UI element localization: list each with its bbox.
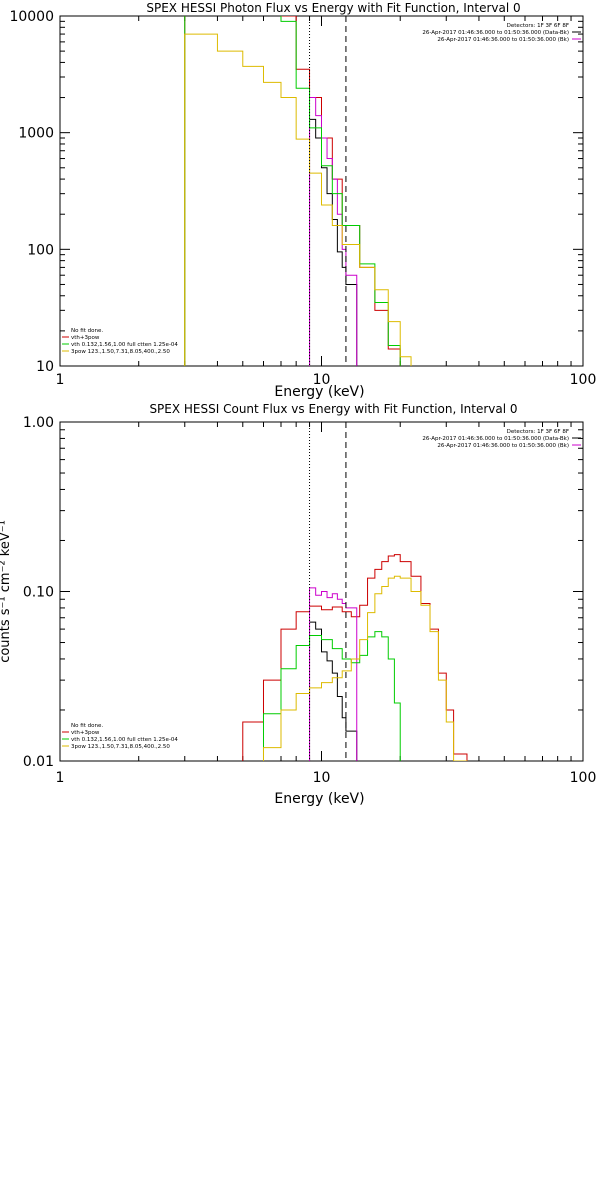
x-tick-label: 10: [313, 372, 331, 388]
x-axis-label: Energy (keV): [274, 384, 364, 400]
legend-entry: No fit done.: [71, 328, 103, 334]
legend-entry: 3pow 123.,1.50,7.31,8.05,400.,2.50: [71, 744, 170, 750]
x-tick-label: 100: [570, 372, 597, 388]
chart-panel-1: SPEX HESSI Photon Flux vs Energy with Fi…: [9, 1, 597, 400]
legend-entry: 3pow 123.,1.50,7.31,8.05,400.,2.50: [71, 349, 170, 355]
info-text: 26-Apr-2017 01:46:36.000 to 01:50:36.000…: [422, 436, 569, 442]
x-tick-label: 1: [56, 372, 65, 388]
info-text: 26-Apr-2017 01:46:36.000 to 01:50:36.000…: [422, 30, 569, 36]
y-tick-label: 0.10: [23, 585, 54, 601]
info-text: 26-Apr-2017 01:46:36.000 to 01:50:36.000…: [437, 443, 569, 449]
series-line-3: [309, 587, 358, 761]
chart-title: SPEX HESSI Photon Flux vs Energy with Fi…: [146, 1, 520, 15]
y-tick-label: 0.01: [23, 754, 54, 770]
series-line-1: [184, 16, 401, 366]
x-tick-label: 1: [56, 770, 65, 786]
y-tick-label: 1.00: [23, 415, 54, 431]
chart-panel-2: SPEX HESSI Count Flux vs Energy with Fit…: [0, 402, 597, 807]
legend-entry: No fit done.: [71, 723, 103, 729]
y-tick-label: 10000: [9, 9, 54, 25]
x-tick-label: 10: [313, 770, 331, 786]
x-tick-label: 100: [570, 770, 597, 786]
y-tick-label: 10: [36, 359, 54, 375]
info-text: Detectors: 1F 3F 6F 8F: [507, 23, 569, 29]
data-series-group: [184, 16, 412, 366]
legend-entry: vth+3pow: [71, 335, 100, 341]
legend-entry: vth 0.132,1.56,1.00 full ctten 1.25e-04: [71, 737, 178, 743]
legend-entry: vth+3pow: [71, 730, 100, 736]
y-axis-label: counts s⁻¹ cm⁻² keV⁻¹: [0, 520, 13, 663]
series-line-4: [184, 16, 401, 366]
series-line-5: [184, 33, 412, 366]
info-text: 26-Apr-2017 01:46:36.000 to 01:50:36.000…: [437, 37, 569, 43]
y-tick-label: 100: [27, 242, 54, 258]
info-text: Detectors: 1F 3F 6F 8F: [507, 429, 569, 435]
series-line-2: [309, 621, 358, 761]
x-axis-label: Energy (keV): [274, 791, 364, 807]
chart-title: SPEX HESSI Count Flux vs Energy with Fit…: [149, 402, 517, 416]
y-tick-label: 1000: [18, 126, 54, 142]
series-line-2: [309, 118, 358, 366]
legend-entry: vth 0.132,1.56,1.00 full ctten 1.25e-04: [71, 342, 178, 348]
